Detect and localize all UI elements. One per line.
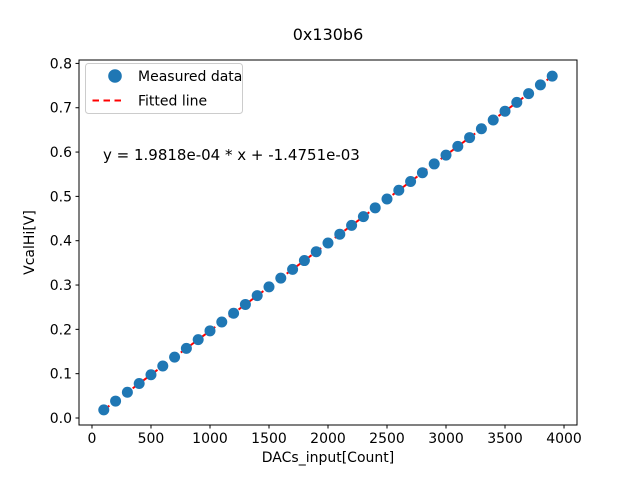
fit-equation-annotation: y = 1.9818e-04 * x + -1.4751e-03: [103, 146, 360, 164]
data-point: [180, 342, 192, 354]
data-point: [346, 219, 358, 231]
data-point: [381, 193, 393, 205]
y-tick-label: 0.6: [50, 145, 72, 161]
data-point: [263, 281, 275, 293]
x-tick-label: 2000: [310, 431, 346, 447]
data-point: [523, 88, 535, 100]
data-point: [334, 228, 346, 240]
plot-series: [98, 70, 558, 416]
x-tick-label: 4000: [546, 431, 582, 447]
data-point: [452, 140, 464, 152]
legend-marker-measured-data-icon: [108, 69, 122, 83]
data-point: [511, 96, 523, 108]
x-tick-label: 500: [138, 431, 165, 447]
data-point: [216, 316, 228, 328]
data-point: [310, 246, 322, 258]
data-point: [110, 395, 122, 407]
x-tick-label: 3500: [487, 431, 523, 447]
data-point: [369, 202, 381, 214]
data-point: [499, 105, 511, 117]
y-tick-label: 0.4: [50, 234, 72, 250]
data-point: [239, 298, 251, 310]
legend-box: [85, 63, 243, 114]
y-tick-label: 0.0: [50, 411, 72, 427]
plot-frame: [78, 59, 578, 426]
data-point: [357, 211, 369, 223]
y-tick-label: 0.3: [50, 278, 72, 294]
data-point: [121, 386, 133, 398]
y-tick-label: 0.7: [50, 101, 72, 117]
data-point: [192, 334, 204, 346]
data-point: [133, 378, 145, 390]
data-point: [275, 272, 287, 284]
legend: Measured data Fitted line: [85, 63, 243, 114]
data-point: [287, 263, 299, 275]
data-point: [157, 360, 169, 372]
x-tick-label: 0: [88, 431, 97, 447]
data-point: [487, 114, 499, 126]
y-tick-label: 0.5: [50, 189, 72, 205]
x-tick-label: 1500: [251, 431, 287, 447]
data-point: [322, 237, 334, 249]
y-axis-label: VcalHi[V]: [22, 210, 38, 275]
y-tick-label: 0.1: [50, 367, 72, 383]
data-point: [546, 70, 558, 82]
data-point: [464, 132, 476, 144]
data-point: [298, 255, 310, 267]
axis-ticks: 0 500 1000 1500 2000 2500 3000 3500 4000 0.0 0.1 0.…: [50, 56, 582, 447]
data-point: [428, 158, 440, 170]
data-point: [145, 369, 157, 381]
y-tick-label: 0.2: [50, 322, 72, 338]
data-point: [440, 149, 452, 161]
data-point: [534, 79, 546, 91]
data-point: [405, 175, 417, 187]
data-point: [228, 307, 240, 319]
data-point: [204, 325, 216, 337]
x-tick-label: 1000: [192, 431, 228, 447]
data-point: [169, 351, 181, 363]
x-tick-label: 3000: [428, 431, 464, 447]
data-point: [475, 123, 487, 135]
x-axis-label: DACs_input[Count]: [262, 450, 394, 466]
data-point: [98, 404, 110, 416]
chart-title: 0x130b6: [293, 25, 364, 44]
legend-label-measured-data: Measured data: [138, 69, 242, 85]
legend-label-fitted-line: Fitted line: [138, 94, 207, 110]
data-point: [393, 184, 405, 196]
data-point: [416, 167, 428, 179]
y-tick-label: 0.8: [50, 56, 72, 72]
x-tick-label: 2500: [369, 431, 405, 447]
data-point: [251, 290, 263, 302]
